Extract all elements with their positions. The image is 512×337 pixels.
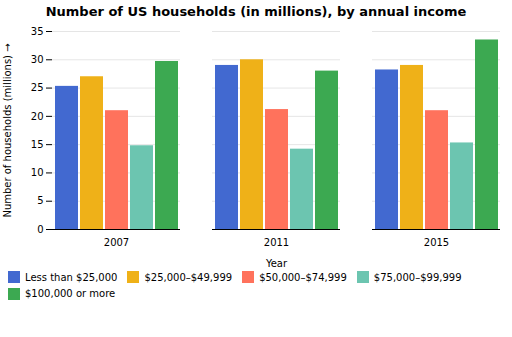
- svg-text:Year: Year: [265, 258, 288, 269]
- svg-text:35: 35: [31, 26, 44, 37]
- svg-text:10: 10: [31, 167, 44, 178]
- svg-text:0: 0: [37, 224, 43, 235]
- html-text:$100,000 or more: $100,000 or more: [25, 288, 116, 300]
- svg-text:20: 20: [31, 111, 44, 122]
- html-text:$50,000–$74,999: $50,000–$74,999: [259, 271, 347, 283]
- svg-text:Number of households (millions: Number of households (millions) →: [2, 43, 13, 217]
- svg-text:15: 15: [31, 139, 44, 150]
- svg-text:25: 25: [31, 82, 44, 93]
- html-text:$25,000–$49,999: $25,000–$49,999: [144, 271, 233, 283]
- svg-text:2015: 2015: [424, 237, 449, 248]
- svg-text:30: 30: [31, 54, 44, 65]
- html-text:Less than $25,000: Less than $25,000: [25, 271, 118, 283]
- svg-text:2007: 2007: [104, 237, 129, 248]
- svg-text:2011: 2011: [264, 237, 289, 248]
- html-text:$75,000–$99,999: $75,000–$99,999: [373, 271, 462, 283]
- html-text:Number of US households (in mi: Number of US households (in millions), b…: [45, 4, 467, 19]
- svg-text:5: 5: [37, 195, 43, 206]
